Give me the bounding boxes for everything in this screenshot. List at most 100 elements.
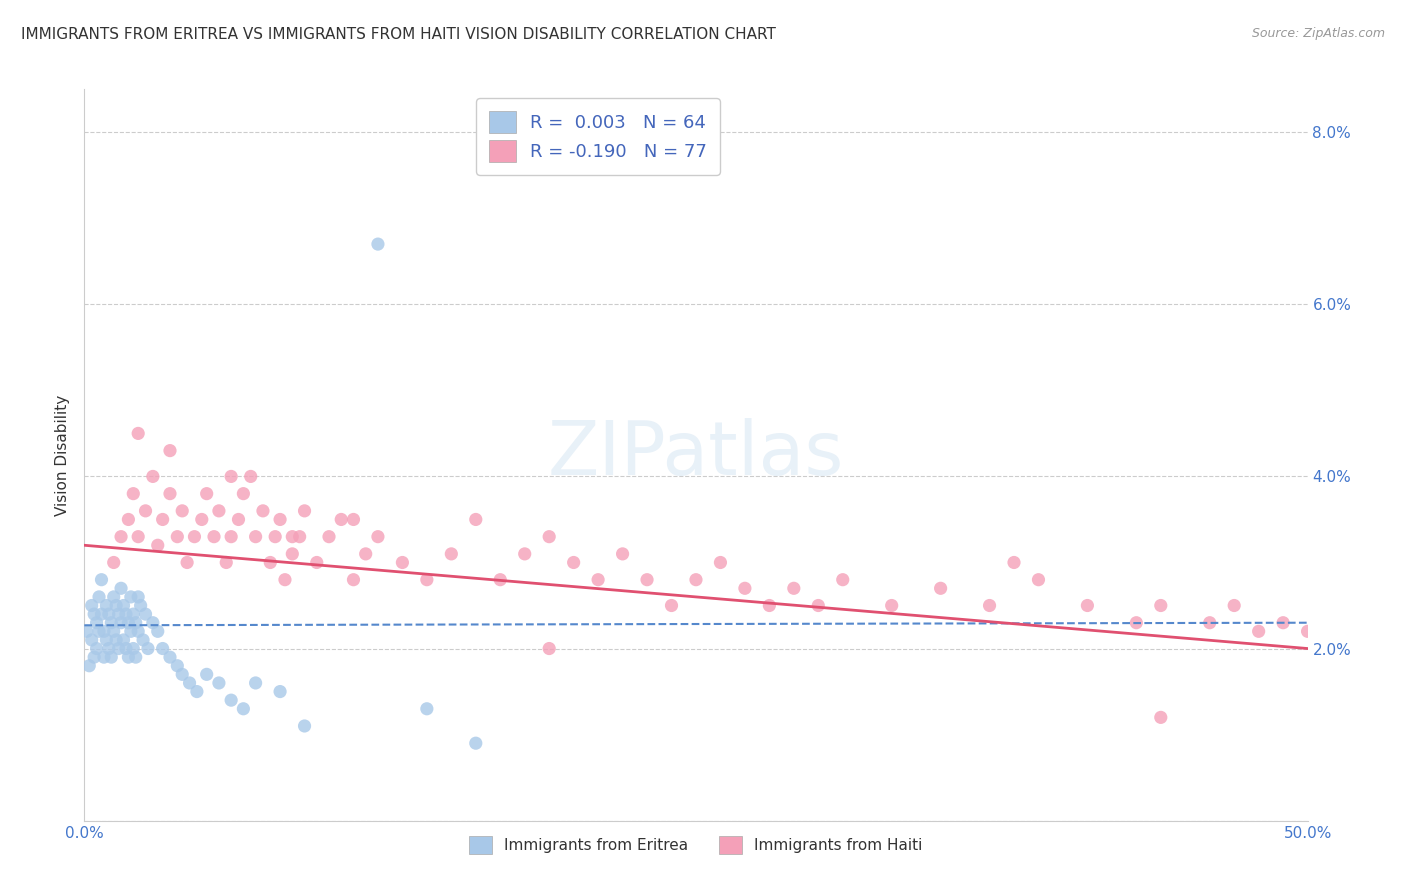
Point [179, 676, 201, 690]
Text: ZIPatlas: ZIPatlas [548, 418, 844, 491]
Point [979, 599, 1001, 613]
Point [117, 615, 139, 630]
Point [1198, 615, 1220, 630]
Point [86, 641, 108, 656]
Point [172, 504, 194, 518]
Point [464, 736, 486, 750]
Point [807, 599, 830, 613]
Point [115, 641, 138, 656]
Point [342, 512, 364, 526]
Point [208, 504, 231, 518]
Point [117, 512, 139, 526]
Point [87, 590, 110, 604]
Point [245, 676, 267, 690]
Point [274, 573, 297, 587]
Point [294, 719, 316, 733]
Point [513, 547, 536, 561]
Y-axis label: Vision Disability: Vision Disability [55, 394, 70, 516]
Point [122, 607, 145, 621]
Point [269, 512, 291, 526]
Point [202, 530, 225, 544]
Point [440, 547, 463, 561]
Point [97, 641, 120, 656]
Point [152, 512, 174, 526]
Point [195, 667, 218, 681]
Point [110, 530, 132, 544]
Point [1076, 599, 1098, 613]
Point [80, 632, 103, 647]
Point [464, 512, 486, 526]
Point [127, 590, 149, 604]
Point [783, 582, 806, 596]
Point [281, 547, 304, 561]
Point [305, 556, 328, 570]
Point [80, 599, 103, 613]
Point [105, 599, 128, 613]
Point [107, 641, 129, 656]
Point [103, 556, 125, 570]
Point [166, 658, 188, 673]
Point [86, 615, 108, 630]
Point [219, 530, 242, 544]
Point [117, 650, 139, 665]
Point [661, 599, 683, 613]
Point [612, 547, 634, 561]
Point [120, 590, 142, 604]
Point [127, 426, 149, 441]
Point [120, 624, 142, 639]
Point [294, 504, 316, 518]
Point [191, 512, 214, 526]
Point [758, 599, 780, 613]
Point [76, 624, 98, 639]
Point [112, 632, 135, 647]
Point [105, 632, 128, 647]
Point [127, 530, 149, 544]
Point [831, 573, 853, 587]
Point [146, 538, 169, 552]
Point [1125, 615, 1147, 630]
Point [142, 469, 165, 483]
Point [252, 504, 274, 518]
Point [929, 582, 952, 596]
Point [122, 486, 145, 500]
Point [269, 684, 291, 698]
Point [489, 573, 512, 587]
Point [1272, 615, 1295, 630]
Point [228, 512, 250, 526]
Point [208, 676, 231, 690]
Point [1002, 556, 1025, 570]
Point [100, 615, 122, 630]
Point [232, 702, 254, 716]
Point [90, 607, 112, 621]
Point [159, 650, 181, 665]
Point [186, 684, 208, 698]
Point [1223, 599, 1246, 613]
Point [259, 556, 281, 570]
Point [135, 607, 157, 621]
Point [125, 615, 148, 630]
Point [416, 573, 439, 587]
Point [219, 693, 242, 707]
Point [103, 590, 125, 604]
Point [367, 530, 389, 544]
Point [115, 607, 138, 621]
Point [77, 658, 100, 673]
Point [734, 582, 756, 596]
Point [1150, 710, 1173, 724]
Point [93, 650, 115, 665]
Point [195, 486, 218, 500]
Point [880, 599, 903, 613]
Point [709, 556, 731, 570]
Point [122, 641, 145, 656]
Point [132, 632, 155, 647]
Point [172, 667, 194, 681]
Point [112, 599, 135, 613]
Point [330, 512, 353, 526]
Point [239, 469, 262, 483]
Text: Source: ZipAtlas.com: Source: ZipAtlas.com [1251, 27, 1385, 40]
Point [96, 599, 118, 613]
Point [219, 469, 242, 483]
Point [107, 607, 129, 621]
Point [83, 650, 105, 665]
Text: IMMIGRANTS FROM ERITREA VS IMMIGRANTS FROM HAITI VISION DISABILITY CORRELATION C: IMMIGRANTS FROM ERITREA VS IMMIGRANTS FR… [21, 27, 776, 42]
